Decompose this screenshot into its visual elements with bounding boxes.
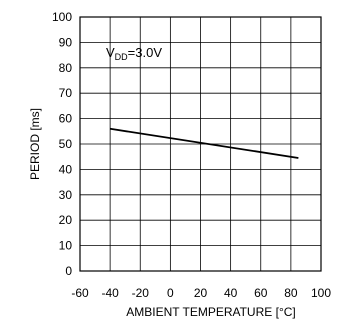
plot-frame <box>79 16 322 272</box>
vdd-annotation: VDD=3.0V <box>106 45 162 62</box>
grid-layer <box>80 17 321 271</box>
x-tick-label: -60 <box>71 286 89 300</box>
series-layer <box>109 127 299 159</box>
y-tick-label: 100 <box>52 10 72 24</box>
y-tick-labels: 0 10 20 30 40 50 60 70 80 90 100 <box>52 10 72 278</box>
y-tick-label: 60 <box>59 112 73 126</box>
x-tick-label: 0 <box>167 286 174 300</box>
series-line <box>109 127 299 159</box>
y-tick-label: 30 <box>59 188 73 202</box>
y-tick-label: 80 <box>59 61 73 75</box>
y-tick-label: 10 <box>59 239 73 253</box>
y-axis-label: PERIOD [ms] <box>28 108 42 180</box>
y-tick-label: 90 <box>59 35 73 49</box>
y-tick-label: 50 <box>59 137 73 151</box>
x-tick-label: 20 <box>194 286 208 300</box>
y-tick-label: 70 <box>59 86 73 100</box>
x-tick-label: 60 <box>254 286 268 300</box>
x-tick-label: -40 <box>101 286 119 300</box>
y-tick-label: 20 <box>59 213 73 227</box>
x-tick-label: -20 <box>132 286 150 300</box>
vdd-annotation-main: V <box>106 45 115 60</box>
y-tick-label: 40 <box>59 162 73 176</box>
y-tick-label: 0 <box>65 264 72 278</box>
x-tick-label: 80 <box>284 286 298 300</box>
vdd-annotation-subscript: DD <box>115 52 128 62</box>
x-tick-label: 100 <box>311 286 331 300</box>
vdd-annotation-suffix: =3.0V <box>128 45 163 60</box>
x-tick-labels: -60 -40 -20 0 20 40 60 80 100 <box>71 286 331 300</box>
x-tick-label: 40 <box>224 286 238 300</box>
x-axis-label: AMBIENT TEMPERATURE [°C] <box>126 305 296 319</box>
